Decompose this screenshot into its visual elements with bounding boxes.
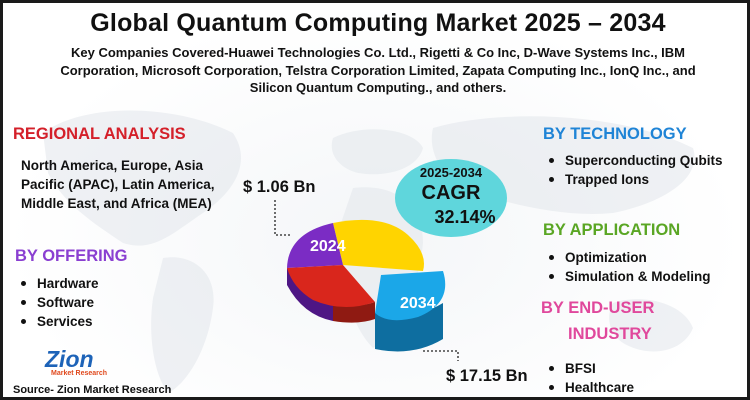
list-item: Trapped Ions — [545, 170, 725, 189]
by-offering-heading: BY OFFERING — [15, 247, 128, 265]
pie-slice-blue-side — [375, 303, 443, 352]
pie-label-2034: 2034 — [400, 295, 436, 312]
market-pie-chart: 2024 2034 — [274, 200, 459, 361]
regional-analysis-text: North America, Europe, Asia Pacific (APA… — [21, 158, 215, 211]
key-companies-text: Key Companies Covered-Huawei Technologie… — [60, 45, 696, 95]
pie-slice-purple-side — [287, 268, 333, 321]
cagr-label: CAGR — [421, 182, 481, 204]
value-label-2034: $ 17.15 Bn — [446, 367, 528, 385]
zion-logo-word: Zion — [45, 346, 94, 372]
list-item: Superconducting Qubits — [545, 151, 725, 170]
pie-slice-red — [287, 265, 375, 308]
by-technology-heading: BY TECHNOLOGY — [543, 125, 687, 143]
by-end-user-heading-line2: INDUSTRY — [568, 325, 652, 343]
by-end-user-heading: BY END-USER — [541, 299, 655, 317]
list-item: BFSI — [545, 359, 725, 378]
list-item: Healthcare — [545, 378, 725, 397]
page-title: Global Quantum Computing Market 2025 – 2… — [90, 9, 666, 37]
leader-line-2034 — [423, 350, 459, 361]
cagr-period: 2025-2034 — [419, 165, 483, 180]
source-text: Source- Zion Market Research — [13, 384, 172, 396]
list-item: Simulation & Modeling — [545, 267, 745, 286]
offering-list: Hardware Software Services — [17, 274, 99, 331]
list-item: Optimization — [545, 248, 745, 267]
regional-analysis-heading: REGIONAL ANALYSIS — [13, 125, 186, 143]
list-item: Services — [17, 312, 99, 331]
cagr-value: 32.14% — [434, 207, 496, 227]
list-item: Hardware — [17, 274, 99, 293]
list-item: Software — [17, 293, 99, 312]
pie-label-2024: 2024 — [310, 238, 346, 255]
cagr-bubble — [395, 159, 507, 237]
application-list: Optimization Simulation & Modeling — [545, 248, 745, 286]
pie-slice-blue — [375, 271, 446, 321]
pie-slice-red-side — [333, 302, 375, 323]
pie-slice-yellow — [333, 219, 424, 271]
by-application-heading: BY APPLICATION — [543, 221, 681, 239]
technology-list: Superconducting Qubits Trapped Ions — [545, 151, 725, 189]
zion-logo-sub: Market Research — [51, 370, 108, 377]
pie-slice-purple — [287, 223, 343, 268]
value-label-2024: $ 1.06 Bn — [243, 178, 316, 196]
leader-line-2024 — [274, 200, 291, 236]
end-user-list: BFSI Healthcare — [545, 359, 725, 397]
